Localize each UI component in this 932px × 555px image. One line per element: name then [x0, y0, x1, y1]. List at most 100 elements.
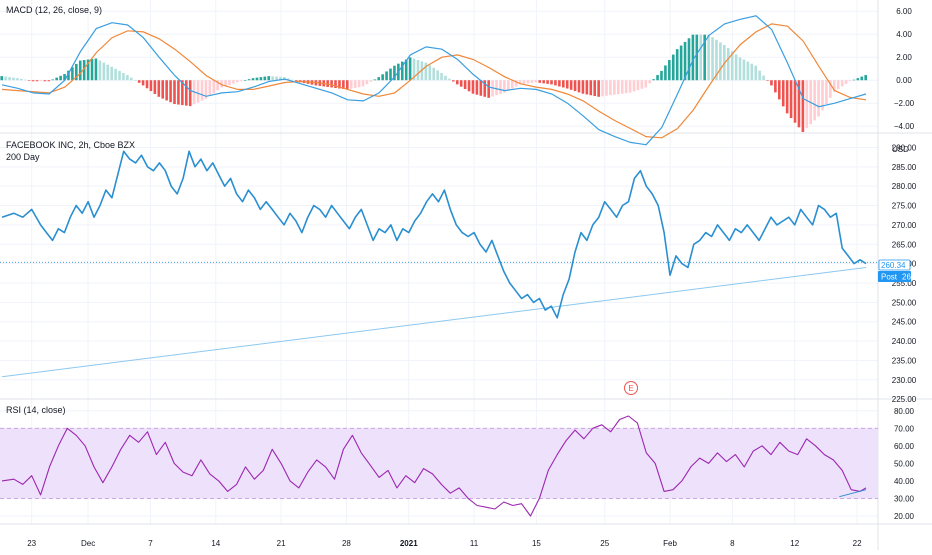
macd-histogram-bar — [483, 80, 487, 97]
x-tick-label: 11 — [470, 539, 479, 548]
macd-histogram-bar — [550, 80, 553, 85]
macd-histogram-bar — [467, 80, 471, 92]
macd-histogram-bar — [687, 38, 691, 81]
macd-histogram-bar — [98, 60, 102, 81]
macd-histogram-bar — [636, 80, 640, 91]
macd-histogram-bar — [200, 80, 204, 101]
macd-histogram-bar — [208, 80, 212, 97]
macd-histogram-bar — [785, 80, 789, 114]
macd-histogram-bar — [840, 80, 844, 87]
macd-histogram-bar — [247, 79, 251, 81]
y-tick-label: 265.00 — [892, 240, 917, 249]
y-tick-label: 290.00 — [892, 143, 917, 152]
rsi-label[interactable]: RSI (14, close) — [6, 405, 66, 415]
rsi-line — [1, 415, 867, 517]
macd-histogram-bar — [711, 37, 714, 81]
earnings-letter[interactable]: E — [628, 384, 633, 393]
macd-histogram-bar — [263, 76, 267, 81]
macd-histogram-bar — [0, 76, 3, 81]
macd-histogram-bar — [573, 80, 577, 92]
macd-histogram-bar — [271, 76, 274, 81]
macd-histogram-bar — [393, 65, 396, 81]
macd-histogram-bar — [801, 80, 805, 132]
macd-histogram-bar — [742, 59, 746, 81]
macd-histogram-bar — [530, 80, 534, 83]
macd-histogram-bar — [554, 80, 557, 86]
price-title[interactable]: FACEBOOK INC, 2h, Cboe BZX — [6, 140, 135, 150]
price-axis-ticks[interactable]: 6.00 4.00 2.00 0.00 −2.00 −4.00 290.00 285.00 28… — [892, 7, 917, 521]
macd-histogram-bar — [267, 76, 271, 81]
macd-label[interactable]: MACD (12, 26, close, 9) — [6, 5, 102, 15]
x-tick-label: 7 — [148, 539, 153, 548]
earnings-marker[interactable]: E — [624, 381, 638, 395]
macd-histogram-bar — [369, 80, 373, 82]
macd-histogram-bar — [503, 80, 506, 93]
y-tick-label: 240.00 — [892, 337, 917, 346]
macd-histogram-bar — [224, 80, 227, 87]
macd-histogram-bar — [436, 70, 439, 81]
macd-histogram-bar — [793, 80, 797, 123]
macd-histogram-bar — [82, 60, 86, 81]
macd-histogram-bar — [126, 75, 129, 81]
macd-histogram-bar — [558, 80, 561, 87]
macd-histogram-bar — [730, 51, 734, 81]
y-tick-label: 70.00 — [894, 424, 915, 433]
macd-histogram-bar — [173, 80, 176, 105]
macd-histogram-bar — [707, 34, 710, 81]
y-tick-label: 280.00 — [892, 182, 917, 191]
macd-histogram-bar — [114, 68, 117, 81]
macd-histogram-bar — [632, 80, 636, 92]
macd-histogram-bar — [346, 80, 349, 90]
y-tick-label: −4.00 — [894, 122, 915, 131]
macd-histogram-bar — [141, 80, 145, 86]
macd-histogram-bar — [236, 80, 239, 83]
macd-histogram-bar — [184, 80, 188, 106]
macd-histogram-bar — [656, 75, 659, 81]
macd-histogram-bar — [620, 80, 624, 94]
macd-histogram-bar — [459, 80, 463, 87]
y-tick-label: 225.00 — [892, 395, 917, 404]
macd-histogram-bar — [805, 80, 809, 129]
x-tick-label: Dec — [81, 539, 95, 548]
macd-histogram-bar — [766, 80, 769, 81]
last-price-value: 260.34 — [881, 261, 906, 270]
x-tick-label: 25 — [600, 539, 609, 548]
macd-histogram-bar — [12, 77, 15, 81]
macd-histogram-bar — [770, 80, 773, 86]
earnings-circle[interactable] — [624, 381, 638, 395]
macd-histogram-bar — [94, 58, 98, 81]
macd-histogram-bar — [149, 80, 153, 92]
macd-histogram-bar — [628, 80, 632, 93]
post-price-badge-box — [878, 271, 911, 282]
y-tick-label: 50.00 — [894, 459, 915, 468]
y-tick-label: 235.00 — [892, 356, 917, 365]
ma-label[interactable]: 200 Day — [6, 152, 40, 162]
macd-histogram-bar — [51, 79, 55, 81]
ma-200-line — [1, 267, 867, 378]
y-tick-label: 245.00 — [892, 318, 917, 327]
macd-histogram-bar — [778, 80, 781, 100]
macd-histogram-bar — [220, 80, 223, 88]
macd-histogram-bar — [177, 80, 180, 105]
macd-histogram-bar — [294, 80, 298, 82]
macd-histogram-bar — [432, 67, 435, 81]
macd-histogram-bar — [734, 54, 738, 81]
macd-histogram-bar — [47, 80, 51, 82]
macd-histogram-bar — [39, 80, 43, 82]
macd-histogram-bar — [463, 80, 467, 90]
macd-histogram-bar — [514, 80, 518, 87]
macd-histogram-bar — [648, 80, 651, 84]
macd-histogram-bar — [118, 70, 121, 81]
macd-histogram-bar — [605, 80, 608, 96]
time-axis-ticks[interactable]: 23 Dec 7 14 21 28 2021 11 15 25 Feb 8 12 22 — [27, 539, 862, 548]
macd-histogram-bar — [726, 48, 730, 81]
macd-histogram-bar — [157, 80, 161, 97]
currency-label[interactable]: USD — [892, 145, 909, 154]
y-tick-label: 270.00 — [892, 221, 917, 230]
chart-series — [1, 15, 867, 517]
macd-histogram-bar — [593, 80, 597, 97]
x-tick-label: Feb — [663, 539, 677, 548]
macd-histogram-bar — [444, 75, 447, 81]
